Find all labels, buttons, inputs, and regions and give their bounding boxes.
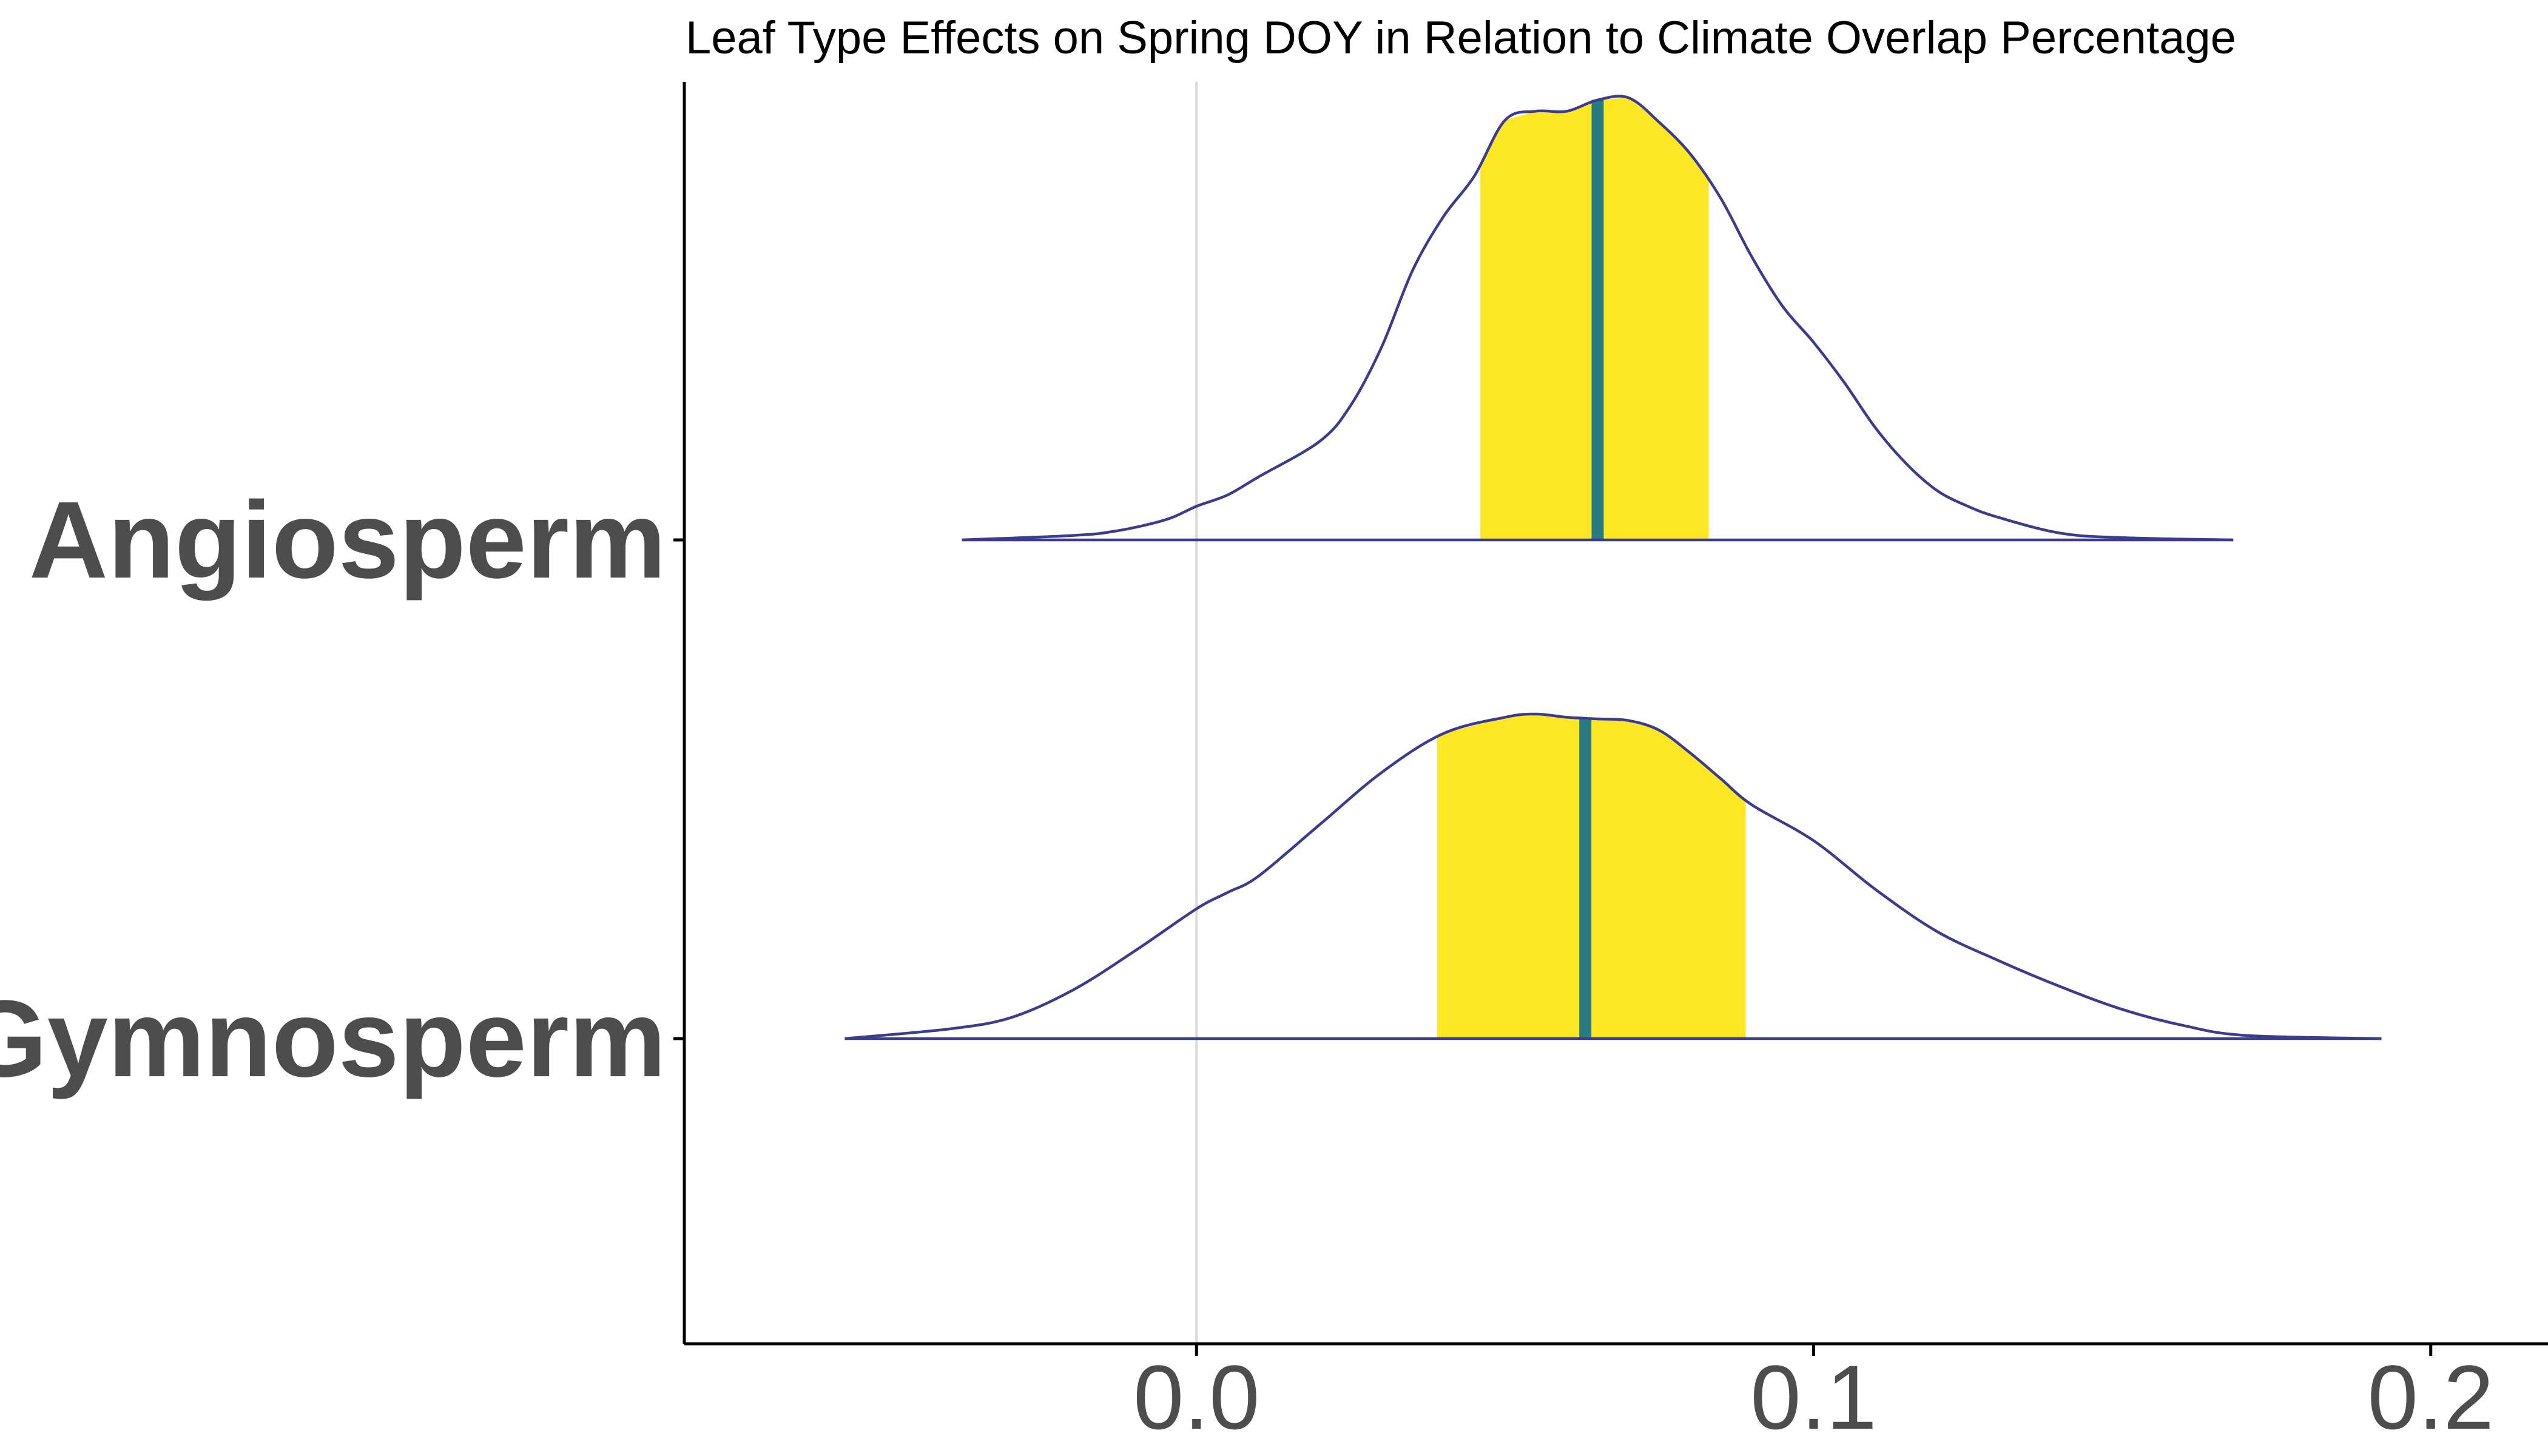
x-tick-label: 0.2 bbox=[2367, 1346, 2494, 1448]
angiosperm-density-curve bbox=[962, 95, 2234, 542]
gymnosperm-y-label: Gymnosperm bbox=[0, 978, 666, 1100]
gymnosperm-density-curve bbox=[844, 712, 2382, 1040]
y-ticks-group: Angiosperm Gymnosperm bbox=[0, 479, 684, 1100]
angiosperm-y-label: Angiosperm bbox=[29, 479, 666, 601]
x-tick-label: 0.0 bbox=[1133, 1346, 1260, 1448]
x-tick-label: 0.1 bbox=[1750, 1346, 1877, 1448]
x-ticks-group: 0.0 0.1 0.2 bbox=[1133, 1344, 2494, 1448]
ridges-group bbox=[844, 95, 2382, 1040]
chart-title: Leaf Type Effects on Spring DOY in Relat… bbox=[686, 12, 2236, 64]
gymnosperm-interval-fill bbox=[1437, 714, 1746, 1039]
